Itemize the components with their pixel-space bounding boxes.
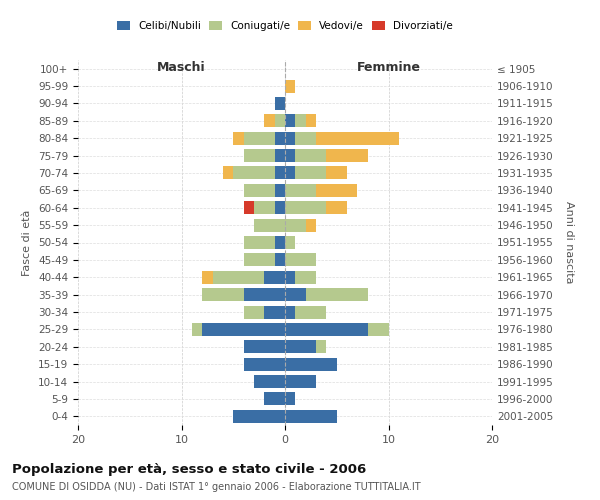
Bar <box>254 218 285 232</box>
Text: COMUNE DI OSIDDA (NU) - Dati ISTAT 1° gennaio 2006 - Elaborazione TUTTITALIA.IT: COMUNE DI OSIDDA (NU) - Dati ISTAT 1° ge… <box>12 482 421 492</box>
Bar <box>244 358 285 370</box>
Bar <box>265 306 285 318</box>
Bar <box>244 149 275 162</box>
Bar <box>244 201 254 214</box>
Bar <box>233 410 285 423</box>
Bar <box>244 236 275 249</box>
Bar <box>285 184 316 197</box>
Bar <box>285 358 337 370</box>
Bar <box>285 410 337 423</box>
Bar <box>244 254 275 266</box>
Bar <box>285 149 295 162</box>
Text: Popolazione per età, sesso e stato civile - 2006: Popolazione per età, sesso e stato civil… <box>12 462 366 475</box>
Bar <box>295 132 316 144</box>
Bar <box>285 236 295 249</box>
Bar <box>295 114 306 128</box>
Y-axis label: Fasce di età: Fasce di età <box>22 210 32 276</box>
Bar <box>275 114 285 128</box>
Bar <box>233 132 244 144</box>
Legend: Celibi/Nubili, Coniugati/e, Vedovi/e, Divorziati/e: Celibi/Nubili, Coniugati/e, Vedovi/e, Di… <box>114 18 456 34</box>
Bar <box>316 340 326 353</box>
Bar <box>265 270 285 284</box>
Bar <box>306 218 316 232</box>
Bar <box>295 270 316 284</box>
Y-axis label: Anni di nascita: Anni di nascita <box>565 201 574 284</box>
Bar <box>326 149 368 162</box>
Bar <box>233 166 275 179</box>
Bar <box>326 201 347 214</box>
Bar <box>306 288 368 301</box>
Bar <box>285 323 368 336</box>
Bar <box>285 340 316 353</box>
Bar <box>212 270 265 284</box>
Bar <box>285 392 295 406</box>
Bar <box>285 132 295 144</box>
Bar <box>254 201 275 214</box>
Bar <box>306 114 316 128</box>
Bar <box>316 132 399 144</box>
Bar <box>192 323 202 336</box>
Bar <box>244 288 285 301</box>
Bar <box>275 97 285 110</box>
Bar <box>275 149 285 162</box>
Bar <box>275 254 285 266</box>
Bar <box>285 218 306 232</box>
Bar <box>275 236 285 249</box>
Bar <box>285 306 295 318</box>
Text: Maschi: Maschi <box>157 61 206 74</box>
Bar <box>223 166 233 179</box>
Bar <box>285 288 306 301</box>
Bar <box>202 288 244 301</box>
Bar <box>264 114 275 128</box>
Bar <box>275 166 285 179</box>
Bar <box>275 132 285 144</box>
Bar <box>244 340 285 353</box>
Bar <box>285 270 295 284</box>
Bar <box>368 323 389 336</box>
Bar <box>295 166 326 179</box>
Bar <box>326 166 347 179</box>
Bar <box>316 184 358 197</box>
Bar <box>275 201 285 214</box>
Bar <box>244 184 275 197</box>
Bar <box>295 306 326 318</box>
Bar <box>244 306 265 318</box>
Bar <box>285 254 316 266</box>
Bar <box>295 149 326 162</box>
Bar <box>275 184 285 197</box>
Bar <box>244 132 275 144</box>
Bar <box>202 270 212 284</box>
Bar <box>285 375 316 388</box>
Bar <box>285 80 295 92</box>
Bar <box>285 166 295 179</box>
Bar <box>265 392 285 406</box>
Bar <box>202 323 285 336</box>
Bar <box>285 201 326 214</box>
Bar <box>285 114 295 128</box>
Text: Femmine: Femmine <box>356 61 421 74</box>
Bar <box>254 375 285 388</box>
